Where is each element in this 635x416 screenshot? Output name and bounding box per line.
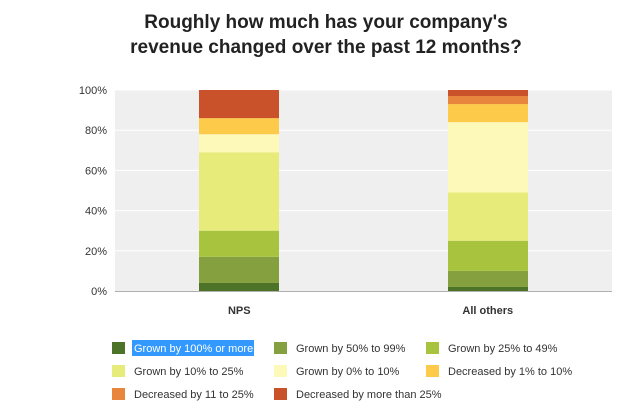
legend-item[interactable]: Grown by 100% or more [112, 340, 254, 356]
legend-item[interactable]: Decreased by more than 25% [274, 388, 442, 401]
bar-segment [448, 90, 528, 97]
bars [199, 90, 528, 291]
x-category-label: All others [462, 305, 513, 317]
legend-swatch [274, 388, 287, 400]
legend[interactable]: Grown by 100% or more Grown by 50% to 99%… [112, 340, 572, 401]
bar-segment [199, 256, 279, 283]
bar-segment [199, 152, 279, 231]
legend-label: Grown by 100% or more [134, 343, 253, 355]
y-tick-label: 40% [85, 206, 107, 218]
x-category-label: NPS [228, 305, 251, 317]
bar-segment [199, 230, 279, 257]
bar-segment [199, 282, 279, 291]
legend-swatch [426, 342, 439, 354]
title-line-2: revenue changed over the past 12 months? [130, 37, 522, 58]
legend-swatch [426, 365, 439, 377]
y-axis-tick-labels: 0% 20% 40% 60% 80% 100% [79, 85, 107, 298]
legend-swatch [112, 365, 125, 377]
legend-selection-highlight [132, 340, 254, 356]
legend-label: Grown by 0% to 10% [296, 366, 400, 378]
legend-label: Decreased by more than 25% [296, 389, 442, 401]
legend-item[interactable]: Grown by 0% to 10% [274, 365, 400, 378]
bar-segment [199, 90, 279, 119]
legend-swatch [112, 342, 125, 354]
legend-label: Grown by 25% to 49% [448, 343, 558, 355]
legend-label: Decreased by 1% to 10% [448, 366, 572, 378]
legend-swatch [274, 365, 287, 377]
bar-segment [448, 286, 528, 291]
y-tick-label: 60% [85, 165, 107, 177]
bar-segment [448, 122, 528, 193]
plot-background [115, 90, 612, 291]
legend-item[interactable]: Decreased by 11 to 25% [112, 388, 254, 401]
legend-item[interactable]: Grown by 25% to 49% [426, 342, 558, 355]
gridlines [115, 89, 612, 252]
y-tick-label: 0% [91, 286, 107, 298]
legend-label: Grown by 10% to 25% [134, 366, 244, 378]
chart-title: Roughly how much has your company's reve… [130, 12, 522, 58]
bar-segment [448, 240, 528, 271]
bar-segment [448, 192, 528, 241]
bar-segment [448, 270, 528, 287]
bar-segment [448, 104, 528, 123]
y-tick-label: 20% [85, 246, 107, 258]
bar-segment [199, 134, 279, 153]
legend-item[interactable]: Grown by 10% to 25% [112, 365, 244, 378]
y-tick-label: 80% [85, 125, 107, 137]
x-axis-category-labels: NPS All others [228, 305, 513, 317]
bar-segment [448, 96, 528, 105]
legend-label: Decreased by 11 to 25% [134, 389, 254, 401]
legend-swatch [274, 342, 287, 354]
legend-item[interactable]: Decreased by 1% to 10% [426, 365, 572, 378]
legend-label: Grown by 50% to 99% [296, 343, 406, 355]
title-line-1: Roughly how much has your company's [144, 12, 507, 33]
legend-item[interactable]: Grown by 50% to 99% [274, 342, 406, 355]
legend-swatch [112, 388, 125, 400]
y-tick-label: 100% [79, 85, 107, 97]
bar-segment [199, 118, 279, 135]
